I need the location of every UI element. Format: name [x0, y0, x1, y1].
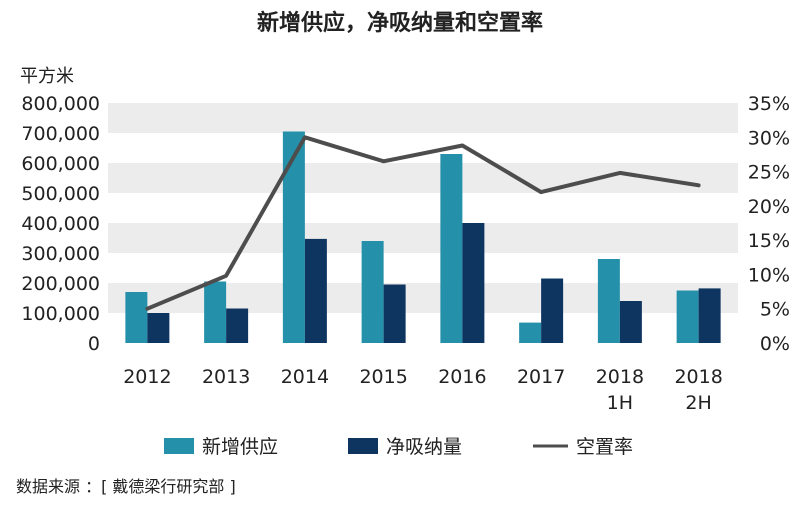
right-tick-label: 10%: [748, 264, 790, 286]
bar-net-absorption: [147, 313, 170, 343]
legend-swatch-net-absorption: [348, 438, 378, 454]
x-tick-label: 2016: [438, 366, 486, 388]
bar-net-absorption: [462, 223, 485, 343]
left-tick-label: 300,000: [21, 243, 100, 265]
legend-swatch-new-supply: [164, 438, 194, 454]
right-tick-label: 20%: [748, 196, 790, 218]
legend: 新增供应 净吸纳量 空置率: [164, 436, 633, 458]
x-tick-label: 2H: [685, 392, 711, 414]
right-tick-label: 15%: [748, 230, 790, 252]
x-tick-label: 2018: [596, 366, 644, 388]
grid-band: [108, 223, 738, 253]
x-tick-label: 2015: [359, 366, 407, 388]
x-axis-labels: 2012 2013 2014 2015 2016 2017 2018 1H 2018 2H: [123, 366, 723, 414]
grid-band: [108, 163, 738, 193]
x-tick-label: 2012: [123, 366, 171, 388]
x-tick-label: 2018: [674, 366, 722, 388]
bar-net-absorption: [226, 308, 249, 343]
chart-title: 新增供应，净吸纳量和空置率: [257, 10, 543, 36]
vacancy-rate-line: [145, 135, 701, 311]
bar-new-supply: [125, 292, 148, 343]
right-tick-label: 0%: [760, 333, 790, 355]
bar-new-supply: [361, 241, 384, 343]
bar-new-supply: [519, 322, 542, 343]
source-note: 数据来源 ：[ 戴德梁行研究部 ]: [16, 477, 236, 496]
vacancy-line: [145, 135, 701, 311]
x-tick-label: 2013: [202, 366, 250, 388]
left-tick-label: 400,000: [21, 213, 100, 235]
bar-new-supply: [440, 154, 463, 343]
right-tick-label: 35%: [748, 93, 790, 115]
y-axis-label: 平方米: [20, 66, 74, 87]
left-tick-label: 0: [88, 333, 100, 355]
left-tick-label: 700,000: [21, 123, 100, 145]
legend-label-new-supply: 新增供应: [202, 436, 278, 458]
grid-band: [108, 103, 738, 133]
bars: [125, 131, 721, 343]
right-tick-label: 25%: [748, 162, 790, 184]
right-tick-label: 5%: [760, 299, 790, 321]
bar-new-supply: [597, 259, 620, 343]
left-tick-label: 500,000: [21, 183, 100, 205]
left-tick-label: 800,000: [21, 93, 100, 115]
bar-new-supply: [676, 290, 699, 343]
right-axis-ticks: 0% 5% 10% 15% 20% 25% 30% 35%: [748, 93, 790, 355]
legend-label-vacancy: 空置率: [576, 436, 633, 458]
bar-net-absorption: [698, 288, 721, 343]
grid-bands: [108, 103, 738, 313]
x-tick-label: 2017: [517, 366, 565, 388]
left-tick-label: 600,000: [21, 153, 100, 175]
x-tick-label: 1H: [607, 392, 633, 414]
bar-net-absorption: [304, 238, 327, 343]
bar-net-absorption: [541, 278, 564, 343]
bar-net-absorption: [619, 301, 642, 343]
bar-new-supply: [204, 281, 227, 343]
left-axis-ticks: 0 100,000 200,000 300,000 400,000 500,000 600,…: [21, 93, 100, 355]
legend-label-net-absorption: 净吸纳量: [386, 436, 462, 458]
right-tick-label: 30%: [748, 127, 790, 149]
bar-new-supply: [282, 131, 305, 343]
x-tick-label: 2014: [281, 366, 329, 388]
left-tick-label: 200,000: [21, 273, 100, 295]
bar-net-absorption: [383, 284, 406, 343]
left-tick-label: 100,000: [21, 303, 100, 325]
